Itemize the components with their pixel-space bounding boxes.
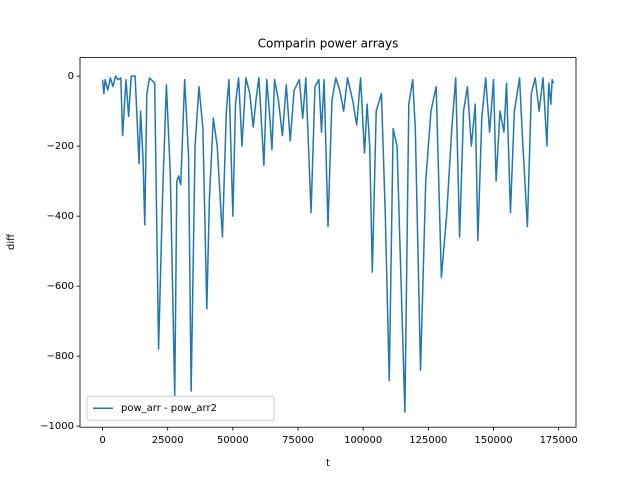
y-tick-label: −600	[47, 281, 74, 292]
y-tick-label: 0	[68, 71, 74, 82]
data-line	[101, 75, 555, 413]
x-tick-label: 100000	[344, 435, 382, 446]
x-tick-label: 175000	[540, 435, 578, 446]
y-tick-label: −200	[47, 141, 74, 152]
y-tick-label: −800	[47, 351, 74, 362]
x-tick-label: 150000	[474, 435, 512, 446]
y-tick-label: −1000	[40, 421, 74, 432]
chart-title: Comparin power arrays	[258, 37, 399, 51]
x-tick-label: 25000	[152, 435, 184, 446]
x-tick-label: 75000	[282, 435, 314, 446]
plot-frame	[79, 57, 577, 428]
x-axis-label: t	[326, 458, 330, 469]
x-tick-label: 125000	[409, 435, 447, 446]
legend-box	[86, 395, 275, 421]
x-tick-label: 0	[99, 435, 105, 446]
x-tick-label: 50000	[217, 435, 249, 446]
y-tick-label: −400	[47, 211, 74, 222]
y-axis-label: diff	[6, 233, 17, 250]
legend-label: pow_arr - pow_arr2	[121, 403, 217, 414]
